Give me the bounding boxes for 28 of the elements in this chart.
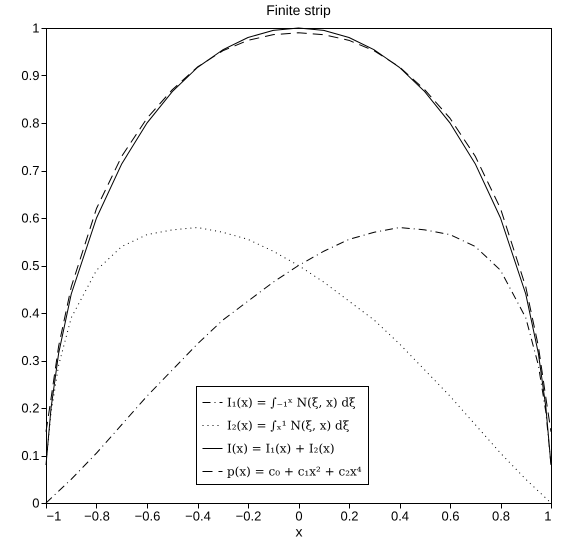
legend-label: p(x) = c₀ + c₁x² + c₂x⁴ <box>227 464 362 478</box>
y-tick-label: 0.4 <box>21 306 40 320</box>
x-tick-label: 0.4 <box>390 508 410 524</box>
x-tick-label: −0.4 <box>185 508 211 524</box>
chart-title: Finite strip <box>266 2 331 18</box>
x-tick-label: −0.6 <box>134 508 160 524</box>
y-tick-label: 0.7 <box>21 163 40 178</box>
x-tick-label: −0.8 <box>84 508 110 524</box>
x-tick-label: 0.2 <box>340 508 359 524</box>
legend-label: I(x) = I₁(x) + I₂(x) <box>227 442 335 456</box>
y-tick-label: 0.1 <box>21 448 40 463</box>
y-tick-label: 0.5 <box>21 258 40 273</box>
y-tick-label: 0.3 <box>21 353 40 368</box>
x-tick-label: 0 <box>295 508 303 524</box>
x-tick-label: 0.8 <box>492 508 510 524</box>
y-tick-label: 1 <box>32 20 40 36</box>
y-tick-label: 0.6 <box>21 210 40 226</box>
x-axis-title: x <box>296 524 302 540</box>
legend-label: I₁(x) = ∫₋₁ˣ N(ξ, x) dξ <box>227 396 356 410</box>
y-tick-label: 0.8 <box>21 116 40 130</box>
y-tick-label: 0.2 <box>21 400 40 416</box>
legend-label: I₂(x) = ∫ₓ¹ N(ξ, x) dξ <box>227 418 350 432</box>
x-tick-label: 1 <box>544 508 552 524</box>
x-tick-label: −0.2 <box>236 508 262 524</box>
y-tick-label: 0.9 <box>21 68 40 83</box>
x-tick-label: 0.6 <box>441 508 460 524</box>
x-tick-label: −1 <box>46 508 62 524</box>
y-tick-label: 0 <box>32 496 40 510</box>
